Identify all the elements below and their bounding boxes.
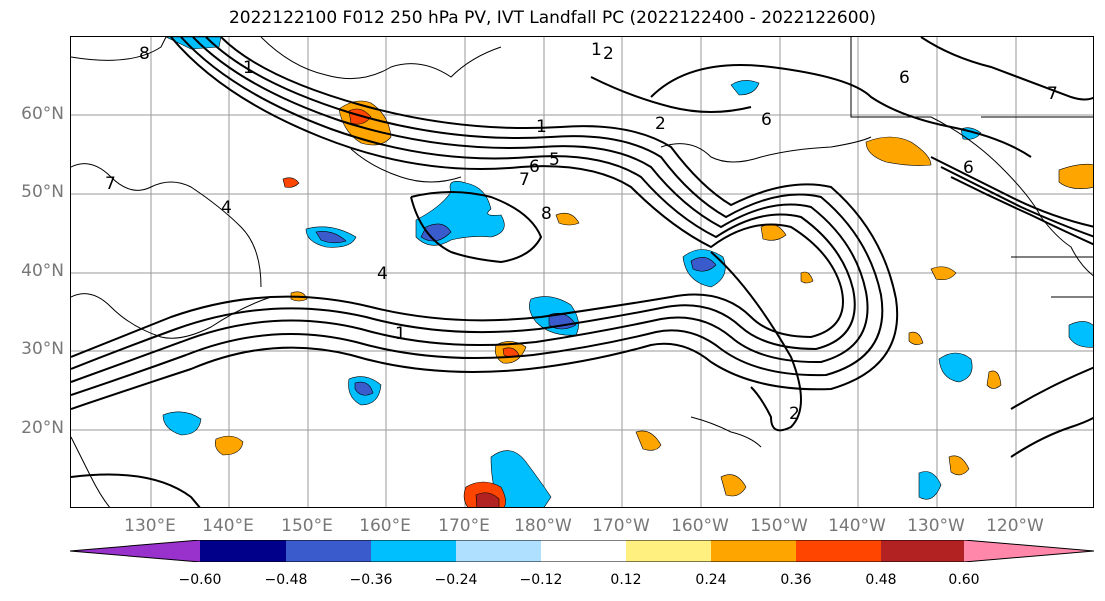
contour-labels: 8 1 1 2 6 7 1 2 6 6 5 7 4 4 1 2 8 7 6	[105, 40, 1058, 424]
colorbar-tick: 0.60	[948, 572, 980, 588]
lon-label-150e: 150°E	[281, 516, 333, 536]
lat-label-30: 30°N	[21, 339, 64, 359]
contour-label: 7	[105, 174, 116, 194]
colorbar-segments	[70, 540, 1094, 562]
contour-label: 8	[139, 44, 150, 64]
lon-label-180w: 180°W	[514, 516, 572, 536]
colorbar-segment	[200, 540, 286, 562]
colorbar-segment	[371, 540, 456, 562]
colorbar-extend-right	[964, 540, 1094, 562]
contour-label: 2	[789, 404, 800, 424]
lon-label-140w: 140°W	[828, 516, 886, 536]
colorbar-tick: −0.12	[519, 572, 563, 588]
contour-label: 1	[395, 324, 406, 344]
lat-label-20: 20°N	[21, 418, 64, 438]
colorbar-segment	[881, 540, 964, 562]
lon-label-170e: 170°E	[438, 516, 490, 536]
contour-label: 1	[536, 117, 547, 137]
contour-label: 1	[591, 40, 602, 60]
colorbar-segment	[456, 540, 541, 562]
lon-label-130w: 130°W	[907, 516, 965, 536]
lat-label-50: 50°N	[21, 182, 64, 202]
lat-label-60: 60°N	[21, 104, 64, 124]
colorbar-tick: −0.36	[349, 572, 393, 588]
contour-label: 7	[519, 170, 530, 190]
colorbar-tick: 0.12	[610, 572, 642, 588]
lon-label-140e: 140°E	[202, 516, 254, 536]
lon-label-120w: 120°W	[986, 516, 1044, 536]
contour-label: 4	[221, 198, 232, 218]
contour-label: 6	[529, 157, 540, 177]
colorbar-segment	[711, 540, 796, 562]
pv-contours	[71, 37, 1093, 507]
colorbar-tick: 0.24	[695, 572, 727, 588]
colorbar-tick: 0.36	[780, 572, 812, 588]
colorbar-tick: −0.60	[178, 572, 222, 588]
contour-label: 2	[603, 44, 614, 64]
colorbar-segment	[796, 540, 881, 562]
lon-label-150w: 150°W	[750, 516, 808, 536]
lon-label-170w: 170°W	[592, 516, 650, 536]
map-svg: 8 1 1 2 6 7 1 2 6 6 5 7 4 4 1 2 8 7 6	[71, 37, 1093, 507]
chart-title: 2022122100 F012 250 hPa PV, IVT Landfall…	[228, 8, 876, 28]
coastlines	[71, 37, 1093, 507]
map-panel: 8 1 1 2 6 7 1 2 6 6 5 7 4 4 1 2 8 7 6	[70, 36, 1094, 508]
contour-label: 5	[549, 150, 560, 170]
colorbar-segment	[626, 540, 711, 562]
colorbar-tick: −0.48	[264, 572, 308, 588]
lon-label-160e: 160°E	[359, 516, 411, 536]
contour-label: 6	[899, 68, 910, 88]
lat-label-40: 40°N	[21, 261, 64, 281]
colorbar-extend-left	[70, 540, 200, 562]
pv-anomaly-fills	[162, 37, 1093, 507]
colorbar-segment	[286, 540, 371, 562]
contour-label: 1	[243, 58, 254, 78]
contour-label: 8	[541, 204, 552, 224]
colorbar	[70, 540, 1094, 562]
colorbar-tick: −0.24	[434, 572, 478, 588]
contour-label: 6	[963, 158, 974, 178]
contour-label: 6	[761, 110, 772, 130]
colorbar-tick: 0.48	[865, 572, 897, 588]
lon-label-160w: 160°W	[671, 516, 729, 536]
contour-label: 2	[655, 114, 666, 134]
lon-label-130e: 130°E	[124, 516, 176, 536]
contour-label: 7	[1047, 84, 1058, 104]
colorbar-segment	[541, 540, 626, 562]
contour-label: 4	[377, 264, 388, 284]
